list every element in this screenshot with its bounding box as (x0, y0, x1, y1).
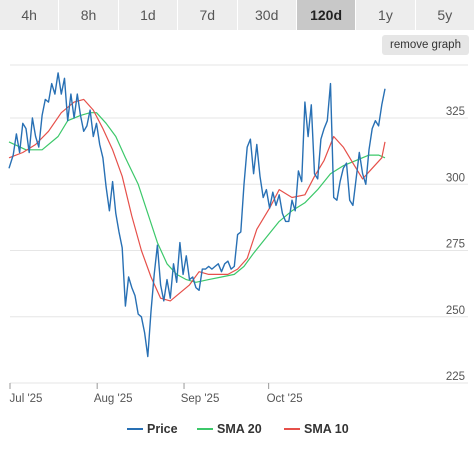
series-line-sma-20 (8, 112, 386, 283)
time-range-tabs: 4h 8h 1d 7d 30d 120d 1y 5y (0, 0, 474, 30)
y-tick-label-300: 300 (446, 172, 465, 184)
tab-4h[interactable]: 4h (0, 0, 60, 30)
tab-5y[interactable]: 5y (415, 0, 474, 30)
tab-1d[interactable]: 1d (118, 0, 179, 30)
series-line-sma-10 (8, 98, 386, 302)
tab-7d[interactable]: 7d (178, 0, 238, 30)
y-tick-label-250: 250 (446, 305, 465, 317)
y-tick-label-325: 325 (446, 106, 465, 118)
tab-1y[interactable]: 1y (356, 0, 416, 30)
tab-8h[interactable]: 8h (59, 0, 119, 30)
y-tick-label-225: 225 (446, 371, 465, 383)
legend-label-price: Price (147, 422, 178, 436)
x-tick-label-3: Oct '25 (267, 393, 303, 405)
legend-label-sma-10: SMA 10 (304, 422, 349, 436)
tab-30d[interactable]: 30d (237, 0, 297, 30)
tab-120d[interactable]: 120d (296, 0, 357, 30)
remove-graph-button[interactable]: remove graph (382, 35, 469, 55)
y-tick-label-275: 275 (446, 239, 465, 251)
x-tick-label-2: Sep '25 (181, 393, 220, 405)
x-tick-label-1: Aug '25 (94, 393, 133, 405)
x-tick-label-0: Jul '25 (10, 393, 43, 405)
series-line-price (8, 72, 386, 358)
legend-label-sma-20: SMA 20 (217, 422, 262, 436)
